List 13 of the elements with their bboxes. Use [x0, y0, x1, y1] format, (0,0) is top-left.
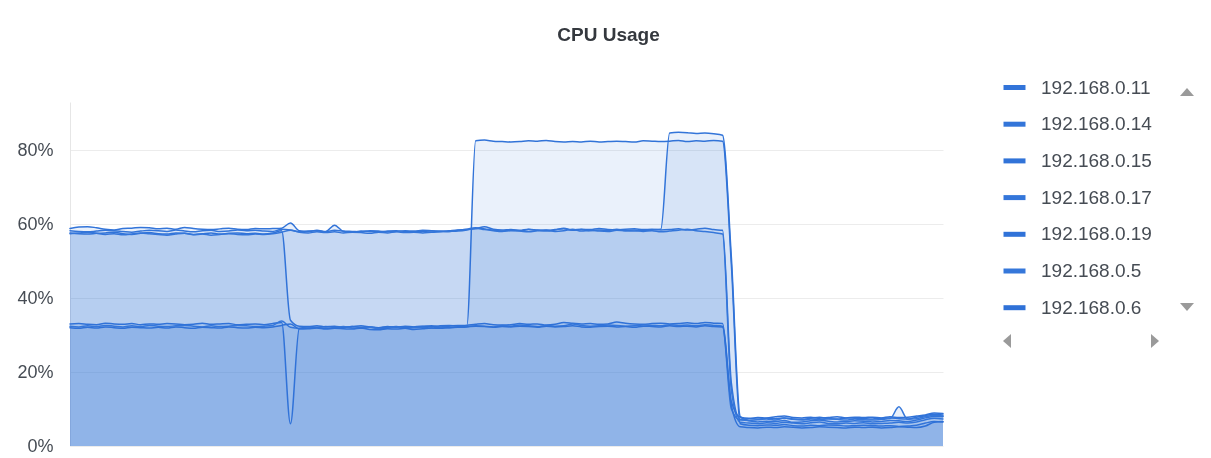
- legend-label: 192.168.0.11: [1041, 76, 1151, 98]
- y-tick-label: 60%: [17, 213, 54, 234]
- legend-label: 192.168.0.5: [1041, 260, 1142, 281]
- y-tick-label: 40%: [17, 287, 54, 308]
- y-tick-label: 0%: [27, 435, 54, 456]
- legend-label: 192.168.0.6: [1041, 296, 1142, 318]
- legend-label: 192.168.0.15: [1041, 149, 1152, 171]
- y-tick-label: 80%: [17, 139, 54, 160]
- chart-title: CPU Usage: [557, 24, 660, 45]
- legend-label: 192.168.0.19: [1041, 223, 1152, 245]
- legend-label: 192.168.0.14: [1041, 113, 1153, 135]
- legend-label: 192.168.0.17: [1041, 186, 1152, 208]
- y-tick-label: 20%: [17, 361, 54, 382]
